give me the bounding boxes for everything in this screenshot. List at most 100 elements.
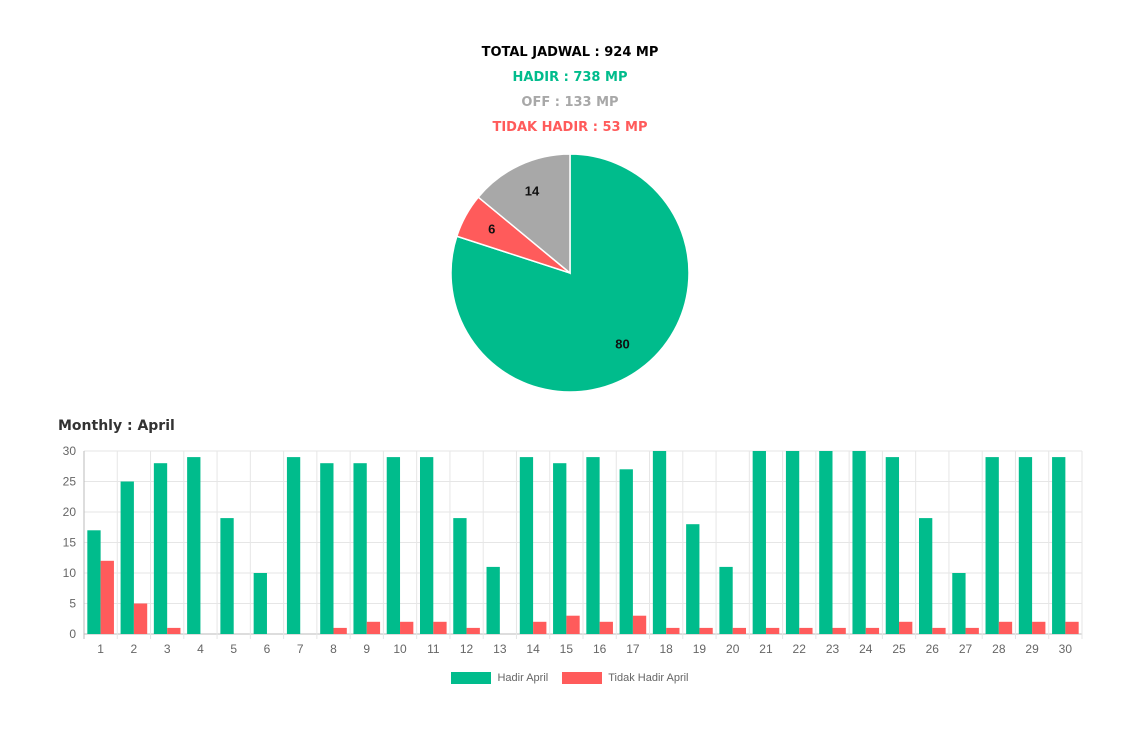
bar-tidak-hadir-1 (101, 561, 114, 634)
bar-hadir-3 (154, 463, 167, 634)
bar-hadir-23 (819, 451, 832, 634)
bar-hadir-6 (254, 573, 267, 634)
bar-hadir-13 (487, 567, 500, 634)
x-tick-label: 14 (526, 642, 540, 656)
x-tick-label: 27 (959, 642, 973, 656)
total-jadwal-text: TOTAL JADWAL : 924 MP (0, 40, 1140, 65)
bar-hadir-12 (453, 518, 466, 634)
legend-swatch-tidak-hadir (562, 672, 602, 684)
x-tick-label: 2 (131, 642, 138, 656)
bar-tidak-hadir-11 (433, 622, 446, 634)
legend-swatch-hadir (451, 672, 491, 684)
bar-tidak-hadir-16 (600, 622, 613, 634)
bar-hadir-26 (919, 518, 932, 634)
x-tick-label: 28 (992, 642, 1006, 656)
x-tick-label: 19 (693, 642, 707, 656)
monthly-title: Monthly : April (58, 418, 175, 434)
bar-tidak-hadir-2 (134, 604, 147, 635)
bar-tidak-hadir-20 (733, 628, 746, 634)
x-tick-label: 17 (626, 642, 640, 656)
bar-tidak-hadir-19 (699, 628, 712, 634)
bar-tidak-hadir-10 (400, 622, 413, 634)
y-tick-label: 30 (63, 444, 77, 458)
bar-hadir-8 (320, 463, 333, 634)
bar-hadir-10 (387, 457, 400, 634)
x-tick-label: 3 (164, 642, 171, 656)
bar-hadir-21 (753, 451, 766, 634)
bar-hadir-17 (620, 469, 633, 634)
x-tick-label: 11 (427, 642, 440, 656)
x-tick-label: 26 (926, 642, 940, 656)
bar-tidak-hadir-24 (866, 628, 879, 634)
y-tick-label: 10 (63, 566, 77, 580)
y-tick-label: 5 (69, 597, 76, 611)
x-tick-label: 9 (363, 642, 370, 656)
bar-hadir-2 (121, 482, 134, 635)
bar-tidak-hadir-3 (167, 628, 180, 634)
legend-item-hadir[interactable]: Hadir April (451, 672, 548, 684)
pie-label-6: 6 (488, 221, 495, 236)
bar-hadir-16 (586, 457, 599, 634)
bar-hadir-25 (886, 457, 899, 634)
legend-label-tidak-hadir: Tidak Hadir April (608, 672, 688, 684)
bar-tidak-hadir-25 (899, 622, 912, 634)
x-tick-label: 6 (264, 642, 271, 656)
bar-hadir-7 (287, 457, 300, 634)
x-tick-label: 18 (659, 642, 673, 656)
x-tick-label: 25 (892, 642, 906, 656)
hadir-text: HADIR : 738 MP (0, 65, 1140, 90)
off-text: OFF : 133 MP (0, 90, 1140, 115)
x-tick-label: 16 (593, 642, 607, 656)
legend-label-hadir: Hadir April (497, 672, 548, 684)
bar-hadir-4 (187, 457, 200, 634)
x-tick-label: 10 (393, 642, 407, 656)
legend-item-tidak-hadir[interactable]: Tidak Hadir April (562, 672, 688, 684)
attendance-pie-chart: 80 6 14 (440, 148, 700, 408)
bar-tidak-hadir-26 (932, 628, 945, 634)
bar-hadir-20 (719, 567, 732, 634)
x-tick-label: 24 (859, 642, 873, 656)
bar-tidak-hadir-9 (367, 622, 380, 634)
x-tick-label: 8 (330, 642, 337, 656)
bar-tidak-hadir-14 (533, 622, 546, 634)
x-tick-label: 12 (460, 642, 474, 656)
bar-tidak-hadir-23 (833, 628, 846, 634)
x-tick-label: 29 (1025, 642, 1039, 656)
bar-hadir-18 (653, 451, 666, 634)
pie-label-14: 14 (525, 184, 540, 199)
bar-tidak-hadir-18 (666, 628, 679, 634)
bar-hadir-15 (553, 463, 566, 634)
bar-tidak-hadir-8 (334, 628, 347, 634)
x-tick-label: 21 (759, 642, 773, 656)
x-tick-label: 23 (826, 642, 840, 656)
bar-hadir-30 (1052, 457, 1065, 634)
bar-tidak-hadir-27 (966, 628, 979, 634)
bar-hadir-1 (87, 530, 100, 634)
bar-tidak-hadir-15 (566, 616, 579, 634)
y-tick-label: 25 (63, 475, 77, 489)
bar-tidak-hadir-30 (1065, 622, 1078, 634)
chart-legend: Hadir April Tidak Hadir April (0, 672, 1140, 684)
bar-hadir-11 (420, 457, 433, 634)
x-tick-label: 4 (197, 642, 204, 656)
bar-hadir-14 (520, 457, 533, 634)
x-tick-label: 15 (560, 642, 574, 656)
y-tick-label: 0 (69, 627, 76, 641)
bar-tidak-hadir-12 (467, 628, 480, 634)
bar-hadir-28 (986, 457, 999, 634)
x-tick-label: 30 (1059, 642, 1073, 656)
bar-hadir-9 (353, 463, 366, 634)
bar-tidak-hadir-22 (799, 628, 812, 634)
x-tick-label: 1 (97, 642, 104, 656)
x-tick-label: 20 (726, 642, 740, 656)
summary-block: TOTAL JADWAL : 924 MP HADIR : 738 MP OFF… (0, 40, 1140, 140)
bar-tidak-hadir-21 (766, 628, 779, 634)
pie-label-80: 80 (615, 337, 629, 352)
y-tick-label: 15 (63, 536, 77, 550)
tidak-hadir-text: TIDAK HADIR : 53 MP (0, 115, 1140, 140)
bar-hadir-5 (220, 518, 233, 634)
bar-tidak-hadir-28 (999, 622, 1012, 634)
bar-hadir-24 (852, 451, 865, 634)
y-tick-label: 20 (63, 505, 77, 519)
bar-tidak-hadir-29 (1032, 622, 1045, 634)
